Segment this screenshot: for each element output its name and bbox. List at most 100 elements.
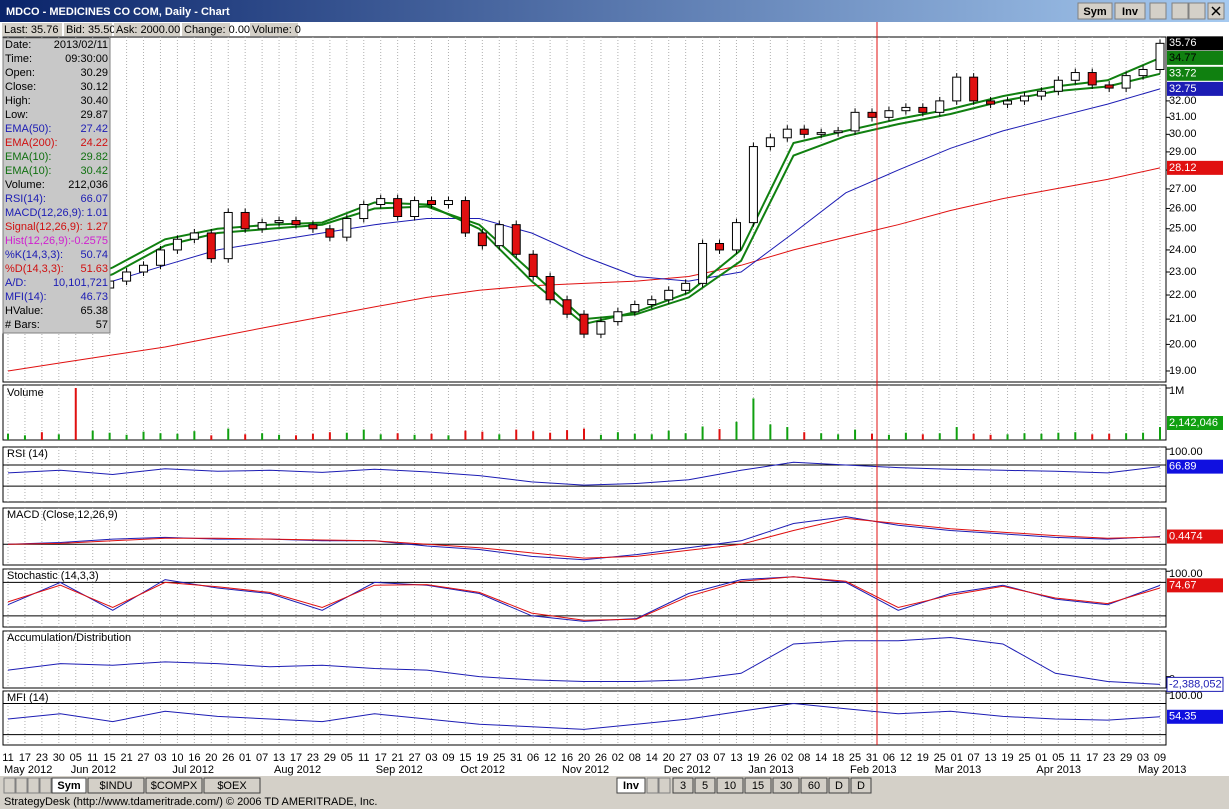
volume-bar (193, 431, 196, 440)
volume-bar (972, 433, 975, 440)
volume-bar (887, 434, 890, 440)
candle (1070, 72, 1080, 81)
x-day-label: 19 (747, 752, 759, 764)
interval-tab[interactable] (716, 777, 744, 794)
volume-bar (227, 428, 230, 440)
interval-tab-label[interactable]: 10 (724, 780, 736, 792)
volume-bar (854, 429, 857, 440)
y-tick-label: 100.00 (1169, 446, 1203, 458)
interval-tab[interactable] (800, 777, 828, 794)
info-label: HValue: (5, 305, 43, 317)
y-tick-label: 27.00 (1169, 183, 1197, 195)
candle (884, 110, 894, 118)
candle (443, 200, 453, 206)
nav-button[interactable] (646, 777, 659, 794)
interval-tab-label[interactable]: D (835, 780, 843, 792)
candle (223, 211, 233, 260)
interval-tab-label[interactable]: 3 (680, 780, 686, 792)
interval-tab-label[interactable]: 5 (702, 780, 708, 792)
detach-button[interactable] (1149, 2, 1167, 20)
symbol-tab[interactable] (87, 777, 145, 794)
volume-bar (684, 433, 687, 440)
volume-bar (921, 434, 924, 440)
nav-button[interactable] (39, 777, 52, 794)
symbol-tab-label[interactable]: $OEX (217, 780, 247, 792)
candle (1036, 90, 1046, 97)
candle (1138, 68, 1148, 77)
x-day-label: 27 (137, 752, 149, 764)
maximize-button[interactable] (1188, 2, 1206, 20)
interval-tab[interactable] (672, 777, 694, 794)
inv-button[interactable] (1114, 2, 1146, 20)
x-day-label: 05 (1052, 752, 1064, 764)
nav-button[interactable] (15, 777, 28, 794)
volume-bar (345, 432, 348, 440)
symbol-tab-label[interactable]: $INDU (99, 780, 132, 792)
info-label: EMA(50): (5, 123, 51, 135)
volume-bar (40, 432, 43, 440)
x-month-label: Oct 2012 (460, 764, 505, 776)
x-month-label: May 2012 (4, 764, 52, 776)
x-day-label: 30 (53, 752, 65, 764)
info-label: %D(14,3,3): (5, 263, 64, 275)
y-tick-label: 29.00 (1169, 146, 1197, 158)
interval-tab[interactable] (828, 777, 850, 794)
interval-tab-label[interactable]: 15 (752, 780, 764, 792)
interval-tab-label[interactable]: Inv (623, 780, 640, 792)
info-value: 51.63 (80, 263, 108, 275)
interval-tab[interactable] (616, 777, 646, 794)
x-day-label: 02 (612, 752, 624, 764)
volume-bar (616, 432, 619, 440)
x-day-label: 27 (680, 752, 692, 764)
candle (528, 253, 538, 278)
x-day-label: 23 (36, 752, 48, 764)
symbol-tab-label[interactable]: $COMPX (151, 780, 198, 792)
nav-button[interactable] (658, 777, 671, 794)
candle (545, 276, 555, 301)
inv-button-label[interactable]: Inv (1122, 6, 1139, 18)
interval-tab[interactable] (744, 777, 772, 794)
interval-tab[interactable] (694, 777, 716, 794)
volume-bar (1142, 432, 1145, 440)
panel-title: Stochastic (14,3,3) (7, 570, 99, 582)
sym-button-label[interactable]: Sym (1083, 6, 1106, 18)
symbol-tab-label[interactable]: Sym (57, 780, 80, 792)
sym-button[interactable] (1077, 2, 1113, 20)
symbol-tab[interactable] (51, 777, 87, 794)
y-tick-label: 32.00 (1169, 95, 1197, 107)
interval-tab[interactable] (772, 777, 800, 794)
x-day-label: 05 (341, 752, 353, 764)
volume-bar (599, 434, 602, 440)
candle (799, 128, 809, 135)
price-label-box (1167, 50, 1223, 65)
info-label: Volume: (5, 179, 45, 191)
interval-tab-label[interactable]: 30 (780, 780, 792, 792)
y-tick-label: 100.00 (1169, 568, 1203, 580)
value-label: -2,388,052 (1169, 678, 1222, 690)
x-month-label: Mar 2013 (935, 764, 981, 776)
x-day-label: 21 (392, 752, 404, 764)
info-label: # Bars: (5, 319, 40, 331)
minimize-button[interactable] (1171, 2, 1189, 20)
interval-tab-label[interactable]: 60 (808, 780, 820, 792)
nav-button[interactable] (27, 777, 40, 794)
quote-box (114, 23, 180, 36)
x-day-label: 07 (713, 752, 725, 764)
y-tick-label: 100.00 (1169, 690, 1203, 702)
symbol-tab[interactable] (203, 777, 261, 794)
y-tick-label: 26.00 (1169, 202, 1197, 214)
info-label: Open: (5, 67, 35, 79)
interval-tab[interactable] (850, 777, 872, 794)
candle (833, 130, 843, 134)
x-day-label: 31 (866, 752, 878, 764)
symbol-tab[interactable] (145, 777, 203, 794)
candle (986, 100, 996, 105)
x-day-label: 23 (307, 752, 319, 764)
volume-bar (481, 431, 484, 440)
x-month-label: May 2013 (1138, 764, 1186, 776)
interval-tab-label[interactable]: D (857, 780, 865, 792)
nav-button[interactable] (3, 777, 16, 794)
volume-bar (464, 430, 467, 440)
candle (172, 238, 182, 251)
indicator-line (7, 517, 1161, 559)
